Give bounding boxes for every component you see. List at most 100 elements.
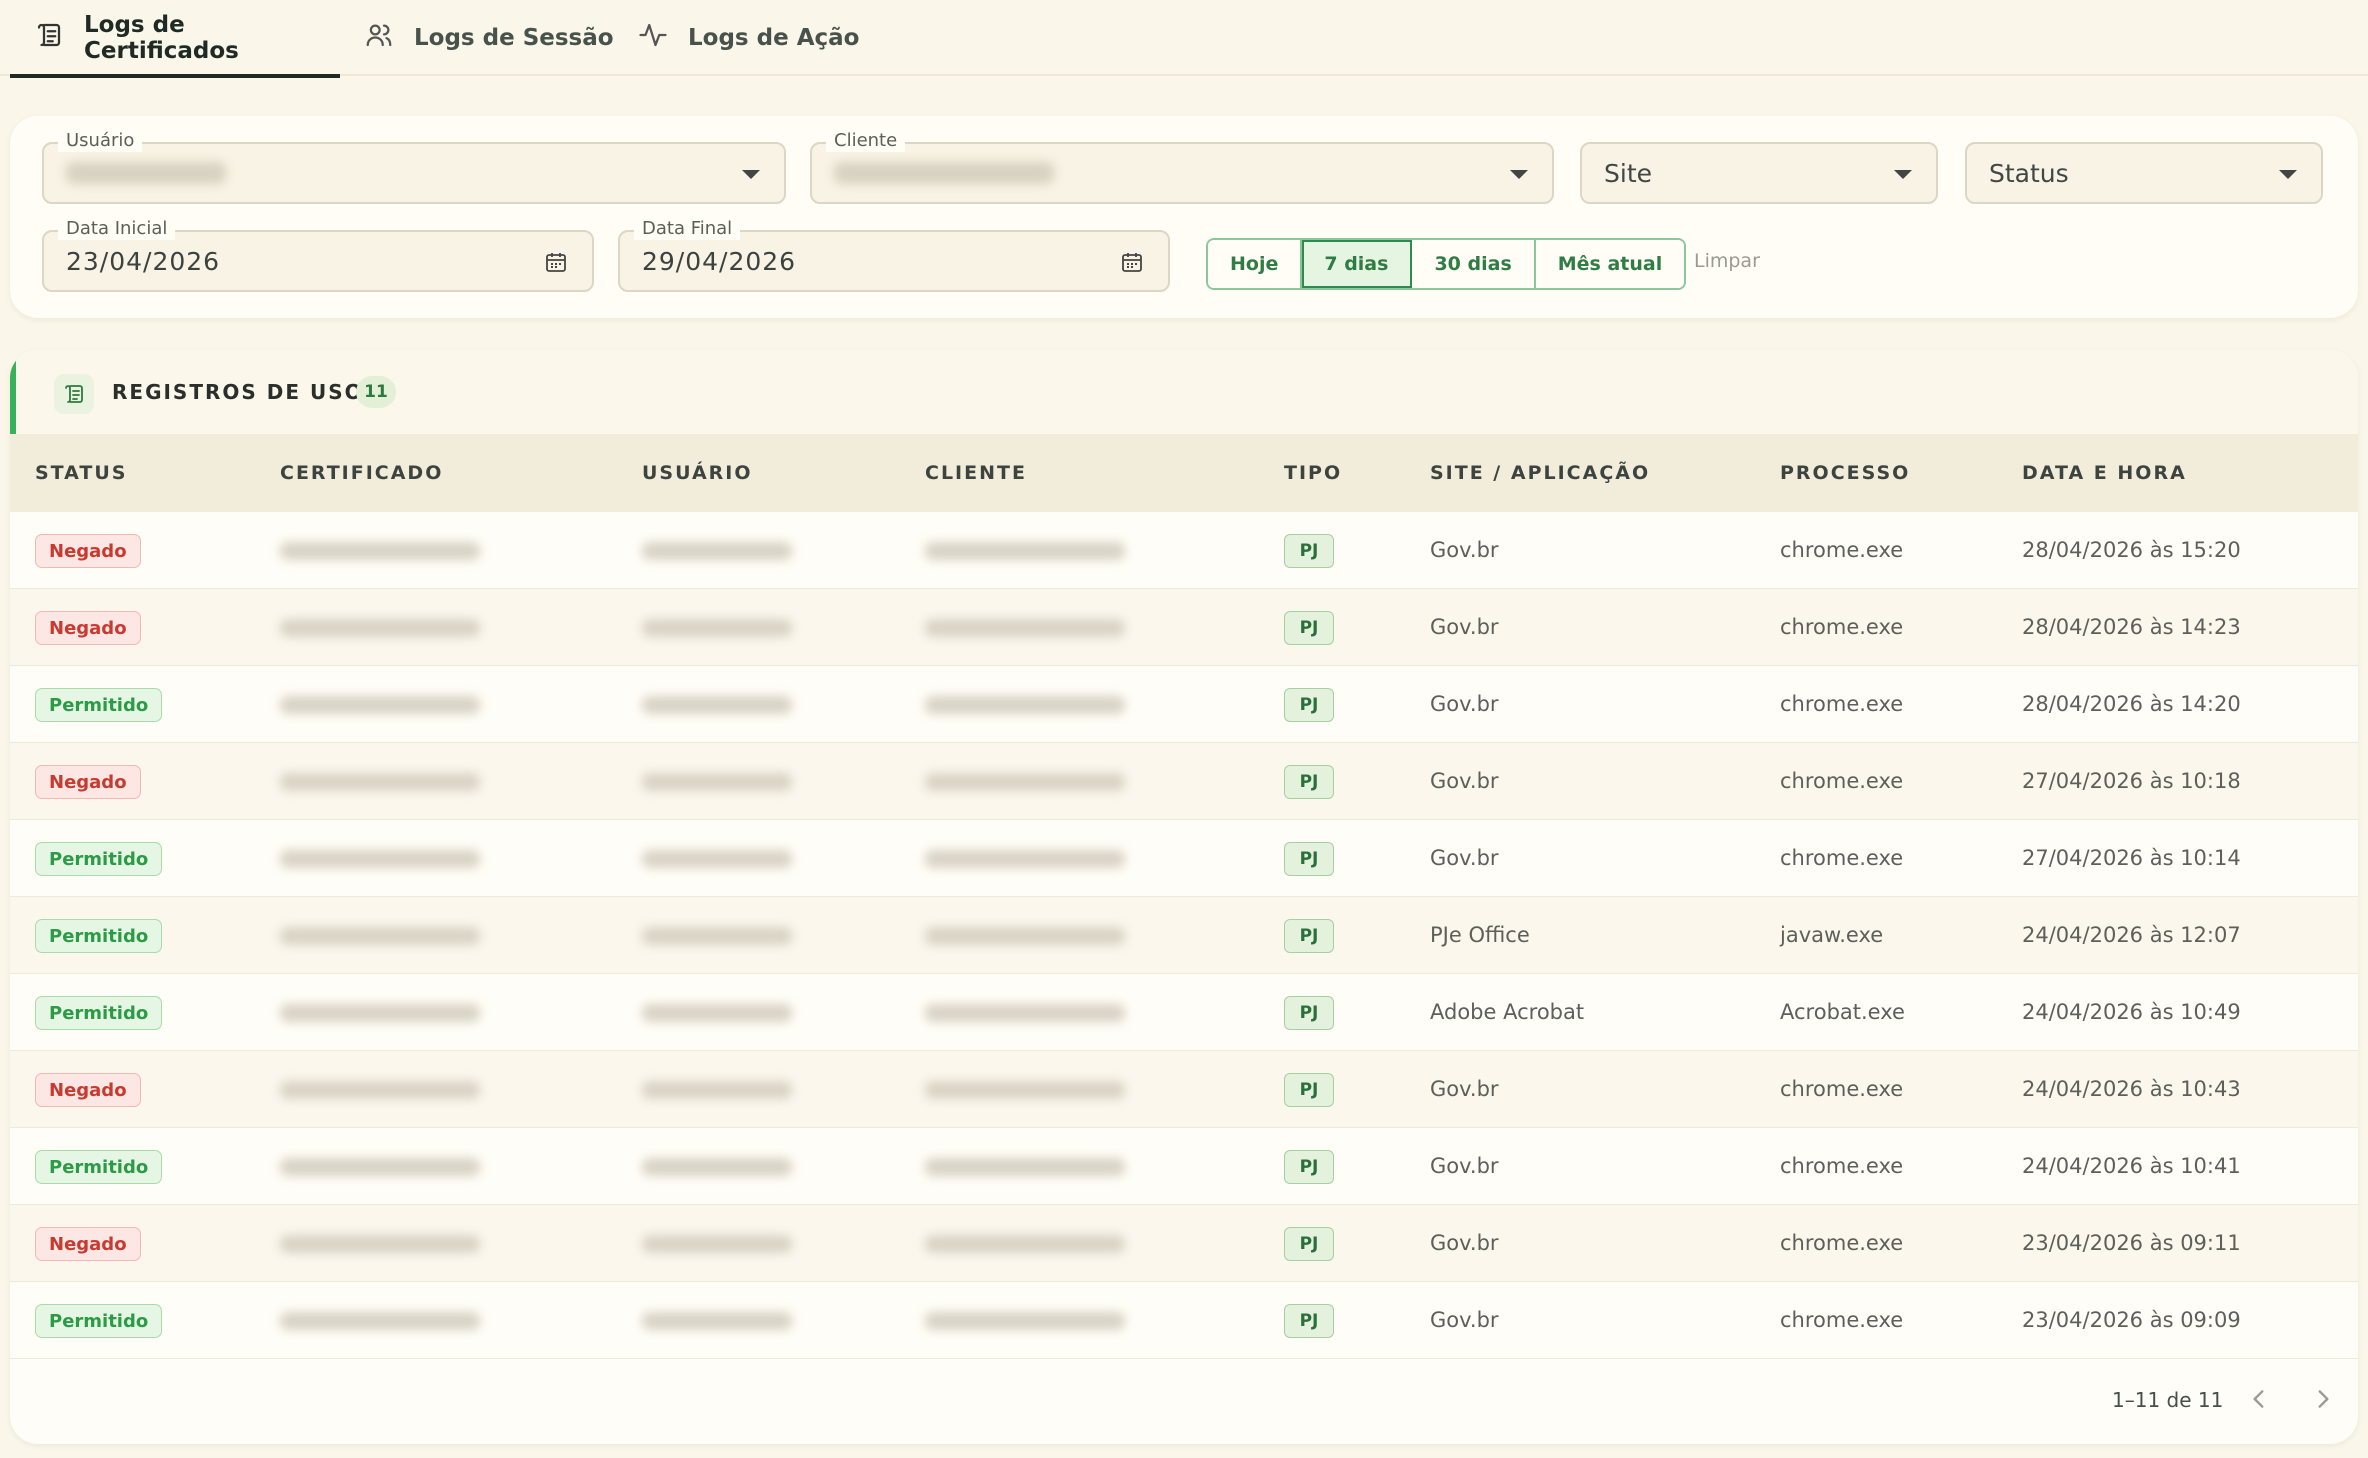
quick-7-dias-button[interactable]: 7 dias xyxy=(1302,240,1413,288)
col-site[interactable]: SITE / APLICAÇÃO xyxy=(1430,462,1651,484)
data-hora-cell: 23/04/2026 às 09:11 xyxy=(2022,1231,2241,1255)
table-row[interactable]: Negado PJ Gov.br chrome.exe 24/04/2026 às 10… xyxy=(10,1051,2358,1128)
chevron-right-icon[interactable] xyxy=(2310,1386,2336,1412)
table-row[interactable]: Negado PJ Gov.br chrome.exe 23/04/2026 às 09… xyxy=(10,1205,2358,1282)
usuario-redacted xyxy=(642,542,792,560)
status-badge: Permitido xyxy=(35,996,163,1030)
tab-label: Logs de Certificados xyxy=(84,12,239,64)
certificado-redacted xyxy=(280,619,480,637)
data-final-value: 29/04/2026 xyxy=(642,246,797,276)
col-data-hora[interactable]: DATA E HORA xyxy=(2022,462,2187,484)
card-header: REGISTROS DE USO 11 xyxy=(10,350,2358,434)
col-usuario[interactable]: USUÁRIO xyxy=(642,462,753,484)
table-row[interactable]: Permitido PJ Gov.br chrome.exe 28/04/2026 às… xyxy=(10,666,2358,743)
clear-filters-button[interactable]: Limpar xyxy=(1694,250,1760,272)
users-icon xyxy=(364,20,394,56)
usuario-redacted xyxy=(642,1004,792,1022)
tab-label: Logs de Sessão xyxy=(414,25,614,51)
tipo-badge: PJ xyxy=(1284,996,1334,1030)
status-badge: Permitido xyxy=(35,688,163,722)
tipo-badge: PJ xyxy=(1284,611,1334,645)
calendar-icon[interactable] xyxy=(544,250,568,274)
quick-hoje-button[interactable]: Hoje xyxy=(1208,240,1303,288)
table-row[interactable]: Permitido PJ PJe Office javaw.exe 24/04/2026… xyxy=(10,897,2358,974)
chevron-down-icon xyxy=(1510,170,1528,179)
tipo-badge: PJ xyxy=(1284,919,1334,953)
tipo-badge: PJ xyxy=(1284,1304,1334,1338)
chevron-left-icon[interactable] xyxy=(2246,1386,2272,1412)
tab-label: Logs de Ação xyxy=(688,25,860,51)
processo-cell: chrome.exe xyxy=(1780,692,1904,716)
cliente-redacted xyxy=(925,619,1125,637)
tab-logs-sessao[interactable]: Logs de Sessão xyxy=(364,0,614,76)
cliente-select[interactable]: Cliente xyxy=(810,130,1554,204)
tab-logs-acao[interactable]: Logs de Ação xyxy=(638,0,859,76)
certificado-redacted xyxy=(280,773,480,791)
table-header: STATUS CERTIFICADO USUÁRIO CLIENTE TIPO … xyxy=(10,434,2358,512)
certificado-redacted xyxy=(280,696,480,714)
tipo-badge: PJ xyxy=(1284,765,1334,799)
usuario-redacted xyxy=(642,1158,792,1176)
usuario-redacted xyxy=(642,927,792,945)
tab-logs-certificados[interactable]: Logs de Certificados xyxy=(10,0,340,78)
data-inicial-field[interactable]: Data Inicial 23/04/2026 xyxy=(42,218,594,292)
usuario-select[interactable]: Usuário xyxy=(42,130,786,204)
certificado-redacted xyxy=(280,542,480,560)
chevron-down-icon xyxy=(1894,170,1912,179)
site-cell: Gov.br xyxy=(1430,769,1499,793)
table-row[interactable]: Permitido PJ Gov.br chrome.exe 27/04/2026 às… xyxy=(10,820,2358,897)
status-badge: Negado xyxy=(35,765,141,799)
col-status[interactable]: STATUS xyxy=(35,462,128,484)
site-select[interactable]: Site xyxy=(1580,142,1938,204)
quick-30-dias-button[interactable]: 30 dias xyxy=(1412,240,1536,288)
cliente-redacted xyxy=(925,773,1125,791)
table-row[interactable]: Negado PJ Gov.br chrome.exe 28/04/2026 às 14… xyxy=(10,589,2358,666)
table-row[interactable]: Permitido PJ Adobe Acrobat Acrobat.exe 24/04… xyxy=(10,974,2358,1051)
col-certificado[interactable]: CERTIFICADO xyxy=(280,462,444,484)
cliente-redacted xyxy=(925,927,1125,945)
status-badge: Permitido xyxy=(35,842,163,876)
tipo-badge: PJ xyxy=(1284,1227,1334,1261)
processo-cell: Acrobat.exe xyxy=(1780,1000,1905,1024)
col-cliente[interactable]: CLIENTE xyxy=(925,462,1027,484)
calendar-icon[interactable] xyxy=(1120,250,1144,274)
certificado-redacted xyxy=(280,1081,480,1099)
table-row[interactable]: Permitido PJ Gov.br chrome.exe 23/04/2026 às… xyxy=(10,1282,2358,1359)
site-cell: Gov.br xyxy=(1430,538,1499,562)
table-row[interactable]: Negado PJ Gov.br chrome.exe 28/04/2026 às 15… xyxy=(10,512,2358,589)
site-cell: Gov.br xyxy=(1430,692,1499,716)
usuario-redacted xyxy=(642,850,792,868)
data-hora-cell: 28/04/2026 às 14:20 xyxy=(2022,692,2241,716)
site-cell: PJe Office xyxy=(1430,923,1530,947)
data-final-field[interactable]: Data Final 29/04/2026 xyxy=(618,218,1170,292)
tab-bar: Logs de Certificados Logs de Sessão Logs… xyxy=(0,0,2368,78)
site-cell: Gov.br xyxy=(1430,1154,1499,1178)
status-badge: Negado xyxy=(35,534,141,568)
table-row[interactable]: Permitido PJ Gov.br chrome.exe 24/04/2026 às… xyxy=(10,1128,2358,1205)
col-tipo[interactable]: TIPO xyxy=(1284,462,1343,484)
site-cell: Gov.br xyxy=(1430,615,1499,639)
chevron-down-icon xyxy=(2279,170,2297,179)
table-row[interactable]: Negado PJ Gov.br chrome.exe 27/04/2026 às 10… xyxy=(10,743,2358,820)
data-hora-cell: 24/04/2026 às 12:07 xyxy=(2022,923,2241,947)
status-select[interactable]: Status xyxy=(1965,142,2323,204)
processo-cell: chrome.exe xyxy=(1780,846,1904,870)
quick-mes-atual-button[interactable]: Mês atual xyxy=(1535,240,1685,288)
processo-cell: chrome.exe xyxy=(1780,1231,1904,1255)
processo-cell: chrome.exe xyxy=(1780,1308,1904,1332)
status-badge: Negado xyxy=(35,611,141,645)
cliente-redacted xyxy=(925,542,1125,560)
certificado-redacted xyxy=(280,1158,480,1176)
site-cell: Gov.br xyxy=(1430,846,1499,870)
records-count-badge: 11 xyxy=(356,376,396,408)
usuario-redacted xyxy=(642,773,792,791)
cliente-redacted xyxy=(925,1081,1125,1099)
processo-cell: chrome.exe xyxy=(1780,538,1904,562)
data-final-label: Data Final xyxy=(634,218,741,240)
site-cell: Gov.br xyxy=(1430,1077,1499,1101)
certificado-redacted xyxy=(280,1235,480,1253)
tipo-badge: PJ xyxy=(1284,1073,1334,1107)
col-processo[interactable]: PROCESSO xyxy=(1780,462,1911,484)
usuario-redacted xyxy=(642,1235,792,1253)
status-badge: Permitido xyxy=(35,919,163,953)
